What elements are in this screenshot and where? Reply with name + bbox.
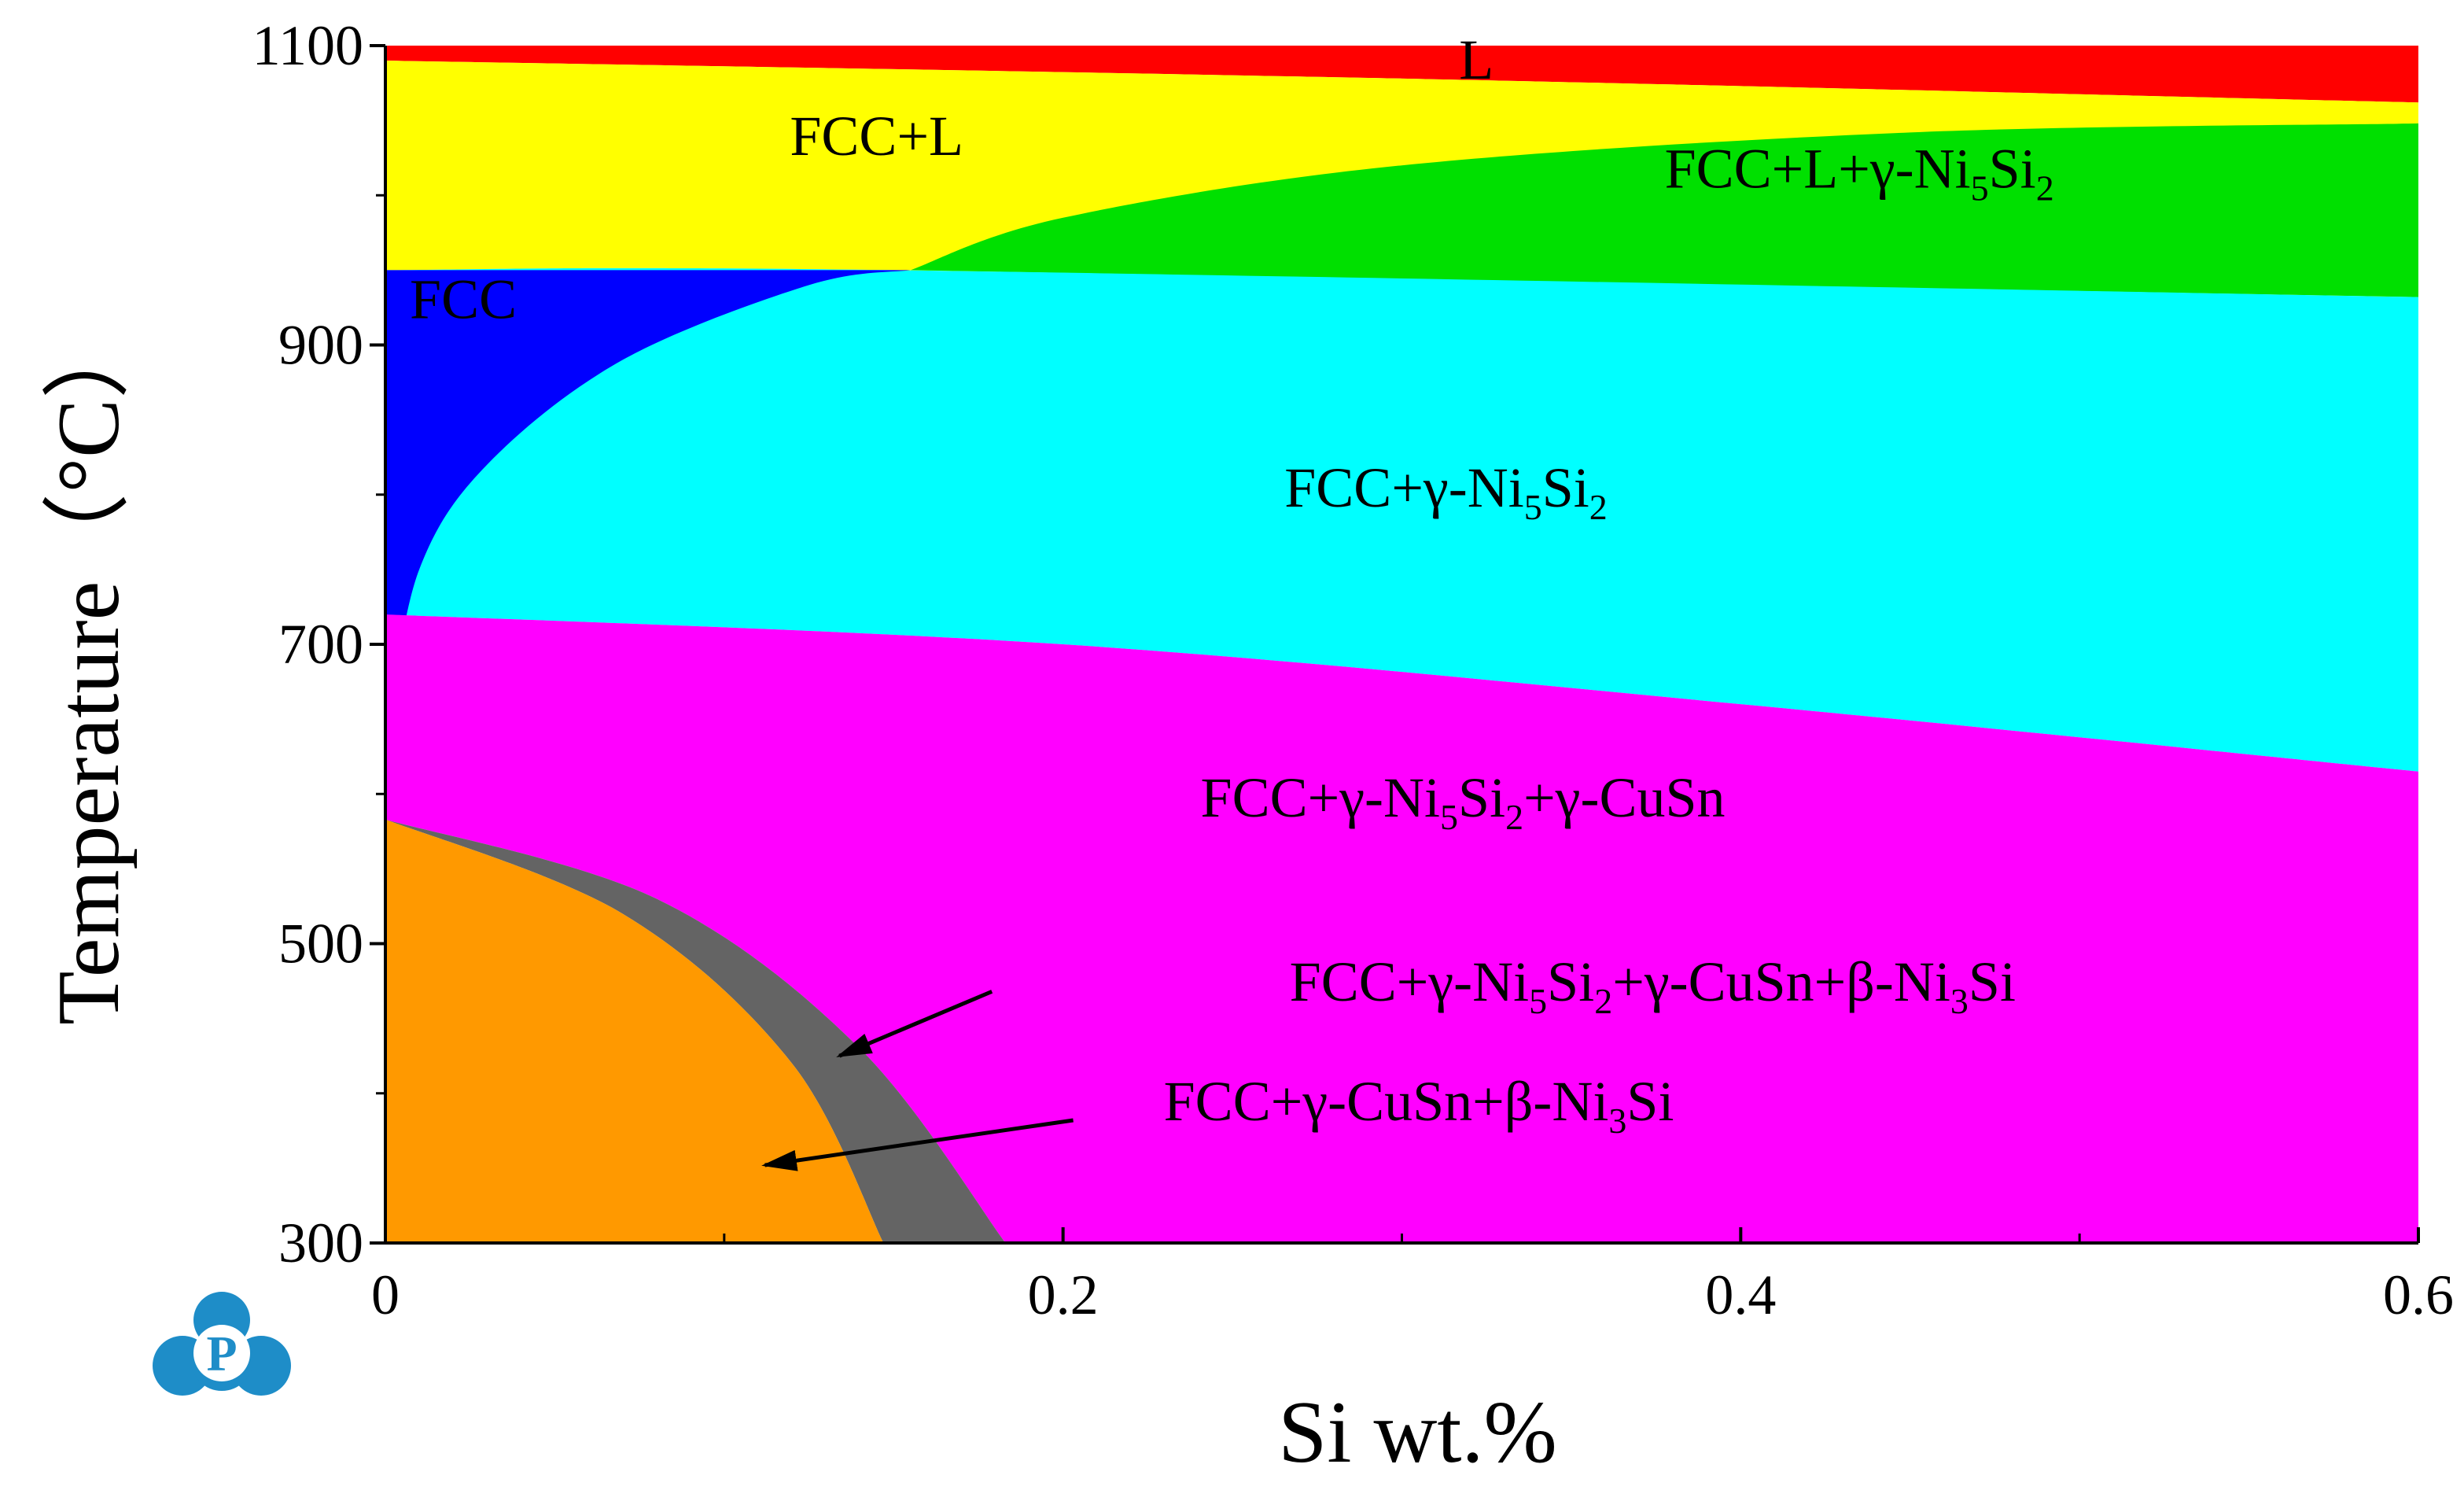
region-fcc-l-ni5si2 [910, 123, 2418, 297]
annotation-arrow [836, 990, 993, 1058]
region-labels: L FCC+L FCC+L+γ-Ni5Si2 FCC FCC+γ-Ni5Si2 FCC+γ… [410, 28, 2054, 1141]
y-axis-title: Temperature（°C） [40, 311, 138, 1025]
y-tick-label: 1100 [252, 14, 363, 77]
x-tick-label: 0.4 [1705, 1263, 1776, 1326]
region-label-fcc-cusn-ni3si: FCC+γ-CuSn+β-Ni3Si [1164, 1070, 1674, 1141]
x-tick-label: 0.2 [1028, 1263, 1099, 1326]
annotation-arrow [761, 1118, 1074, 1171]
y-tick-label: 700 [278, 613, 363, 676]
annotation-arrows [761, 990, 1074, 1171]
y-tick-label: 300 [278, 1212, 363, 1274]
publisher-logo-icon: P [153, 1292, 291, 1396]
region-label-fcc-l-ni5si2: FCC+L+γ-Ni5Si2 [1665, 138, 2054, 208]
y-tick-label: 900 [278, 314, 363, 377]
x-tick-label: 0.6 [2383, 1263, 2454, 1326]
y-tick-label: 500 [278, 913, 363, 976]
region-L [385, 46, 2418, 103]
region-label-fcc: FCC [410, 267, 517, 330]
region-label-L: L [1459, 28, 1494, 91]
region-fcc-ni5si2 [385, 267, 2418, 772]
region-label-fcc-ni5si2-cusn-ni3si: FCC+γ-Ni5Si2+γ-CuSn+β-Ni3Si [1290, 950, 2016, 1021]
axes: 0 0.2 0.4 0.6 300 500 700 900 1100 Si wt.% Tempera… [40, 14, 2454, 1481]
region-fcc-ni5si2-cusn-ni3si [385, 819, 1006, 1243]
region-label-fcc-ni5si2-cusn: FCC+γ-Ni5Si2+γ-CuSn [1201, 766, 1726, 837]
x-axis-title: Si wt.% [1278, 1384, 1557, 1481]
phase-regions [385, 46, 2418, 1243]
region-fcc [385, 270, 911, 735]
region-fcc-ni5si2-cusn [385, 614, 2418, 1243]
svg-text:P: P [206, 1326, 237, 1381]
region-fcc-cusn-ni3si [385, 819, 884, 1243]
region-label-fcc-l: FCC+L [790, 105, 963, 168]
region-label-fcc-ni5si2: FCC+γ-Ni5Si2 [1284, 456, 1608, 527]
x-tick-label: 0 [371, 1263, 400, 1326]
